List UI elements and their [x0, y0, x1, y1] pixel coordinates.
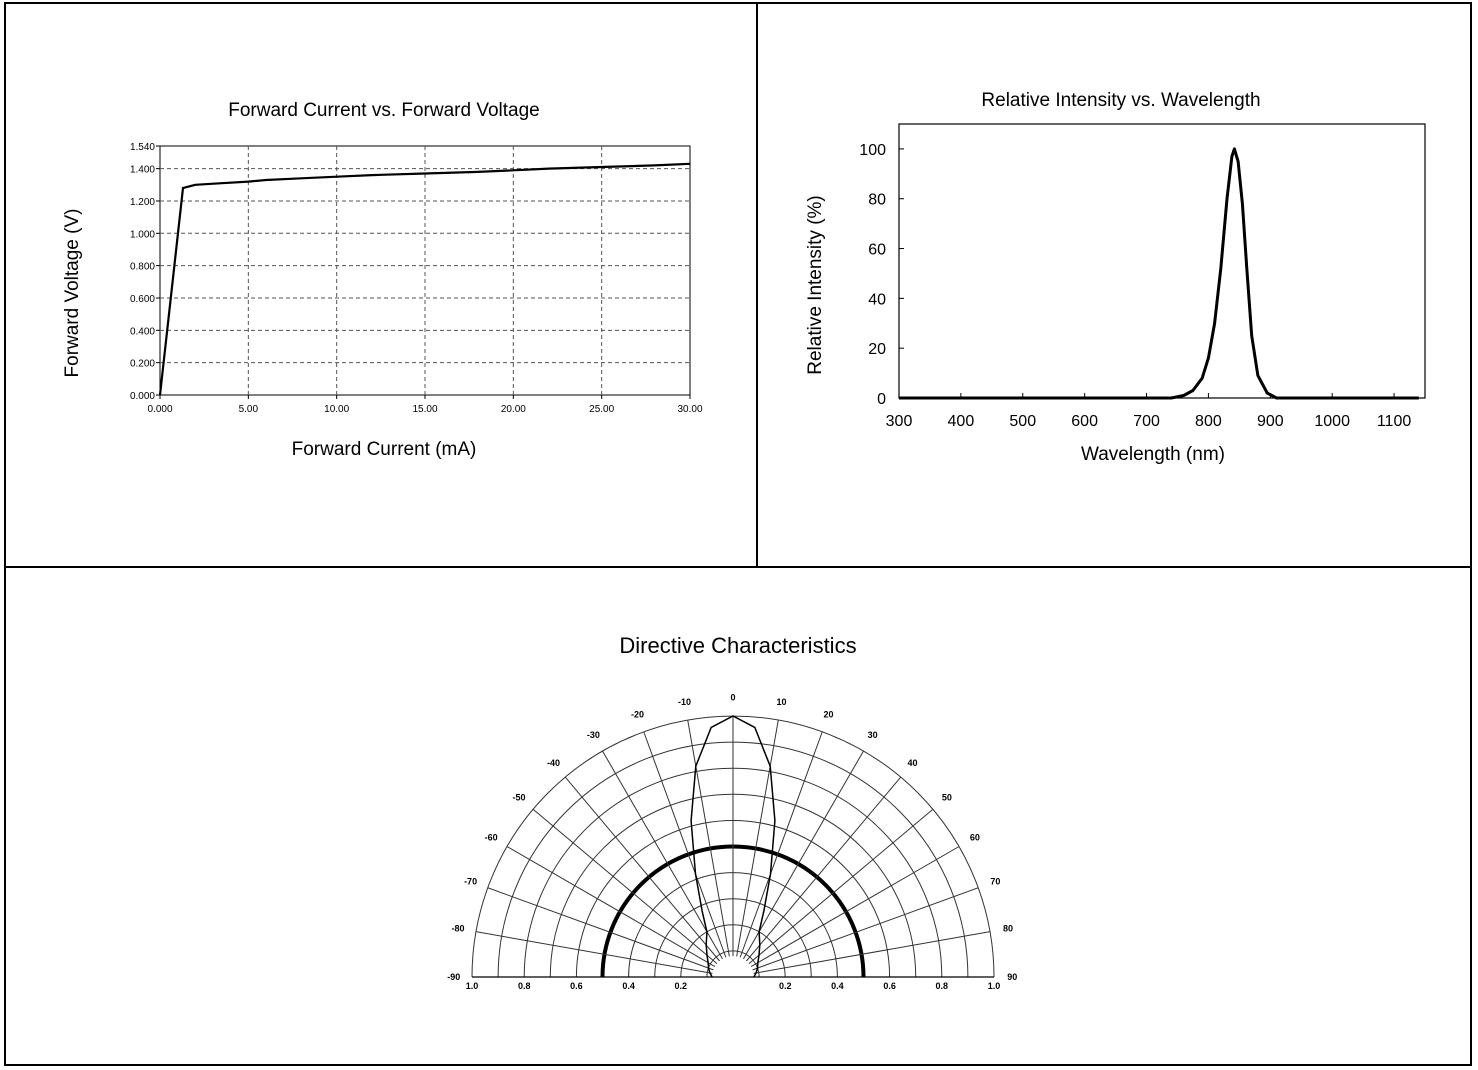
chart3-angle-label: -30: [587, 730, 600, 740]
chart2-x-tick-label: 1000: [1314, 413, 1350, 430]
chart3-spoke: [750, 846, 960, 967]
chart1-x-tick-label: 20.00: [501, 404, 526, 415]
chart1-x-tick-label: 25.00: [589, 404, 614, 415]
chart3-angle-label: 50: [942, 792, 952, 802]
chart1-y-tick-label: 1.400: [130, 165, 155, 176]
chart1-ylabel: Forward Voltage (V): [62, 209, 83, 378]
chart3-title: Directive Characteristics: [619, 633, 856, 658]
chart2-x-tick-label: 400: [948, 413, 975, 430]
chart3-angle-label: -90: [447, 972, 460, 982]
chart3-angle-label: 10: [776, 697, 786, 707]
chart3-angle-label: 30: [868, 730, 878, 740]
relative-intensity-wavelength-chart: Relative Intensity vs. Wavelength Wavele…: [805, 90, 1426, 465]
chart3-radial-label: 0.2: [675, 981, 688, 991]
chart3-angle-label: 90: [1007, 972, 1017, 982]
chart3-spoke: [532, 808, 718, 964]
chart3-spoke: [564, 776, 720, 962]
chart2-title: Relative Intensity vs. Wavelength: [981, 90, 1260, 111]
chart2-y-tick-label: 0: [877, 391, 886, 408]
chart3-spoke: [739, 731, 823, 958]
chart3-angle-label: -40: [547, 758, 560, 768]
chart1-series-line: [158, 162, 691, 396]
chart1-y-tick-label: 0.000: [130, 391, 155, 402]
chart3-angle-label: -20: [631, 710, 644, 720]
chart2-y-tick-label: 20: [868, 341, 886, 358]
chart3-spoke: [743, 750, 864, 960]
chart3-angle-label: -60: [485, 832, 498, 842]
chart3-spoke: [643, 731, 727, 958]
chart3-radial-label: 1.0: [466, 981, 479, 991]
chart1-x-tick-label: 0.000: [147, 404, 172, 415]
directive-characteristics-chart: Directive Characteristics -90 -80 -70 -60 -5…: [447, 633, 1017, 991]
chart1-x-tick-label: 5.00: [239, 404, 259, 415]
chart1-y-tick-label: 1.540: [130, 142, 155, 153]
chart3-spoke: [753, 931, 991, 974]
chart3-radial-label: 0.8: [518, 981, 531, 991]
chart3-radial-label: 0.4: [622, 981, 635, 991]
chart3-pattern-curve: [690, 715, 776, 978]
chart3-spoke: [475, 931, 713, 974]
chart3-spoke: [748, 808, 934, 964]
chart3-angle-label: -80: [451, 924, 464, 934]
chart3-spoke: [506, 846, 716, 967]
chart2-x-tick-label: 300: [886, 413, 913, 430]
outer-frame: [4, 2, 1472, 1066]
chart2-y-tick-label: 40: [868, 291, 886, 308]
chart3-spoke: [487, 887, 714, 971]
chart3-radial-label: 0.6: [883, 981, 896, 991]
chart2-x-tick-label: 500: [1009, 413, 1036, 430]
chart3-angle-label: 0: [730, 693, 735, 703]
chart2-y-tick-label: 100: [859, 142, 886, 159]
panel-divider-vertical: [756, 2, 758, 568]
chart2-x-tick-label: 700: [1133, 413, 1160, 430]
forward-current-voltage-chart: Forward Current vs. Forward Voltage Forw…: [62, 100, 703, 460]
chart3-spoke: [602, 750, 723, 960]
chart3-spoke: [746, 776, 902, 962]
chart3-radial-label: 0.2: [779, 981, 792, 991]
chart1-x-tick-label: 10.00: [324, 404, 349, 415]
chart2-x-tick-label: 1100: [1377, 413, 1412, 430]
chart2-plot-frame: [898, 123, 1426, 399]
chart2-series-line: [899, 147, 1419, 400]
chart2-y-tick-label: 60: [868, 242, 886, 259]
chart1-x-tick-label: 30.00: [677, 404, 702, 415]
chart2-x-tick-label: 600: [1071, 413, 1098, 430]
chart2-ylabel: Relative Intensity (%): [805, 195, 826, 375]
chart3-angle-label: 60: [970, 832, 980, 842]
chart3-angle-label: 70: [990, 876, 1000, 886]
chart3-radial-label: 0.4: [831, 981, 844, 991]
chart3-radial-label: 1.0: [988, 981, 1001, 991]
chart1-y-tick-label: 0.600: [130, 294, 155, 305]
chart3-angle-label: -70: [464, 876, 477, 886]
chart3-radial-label: 0.8: [936, 981, 949, 991]
chart1-xlabel: Forward Current (mA): [292, 439, 477, 460]
chart1-x-tick-label: 15.00: [412, 404, 437, 415]
chart3-angle-label: 80: [1003, 924, 1013, 934]
chart2-y-tick-label: 80: [868, 192, 886, 209]
chart3-spoke: [752, 887, 979, 971]
chart1-y-tick-label: 1.000: [130, 229, 155, 240]
chart2-xlabel: Wavelength (nm): [1081, 444, 1225, 465]
chart3-angle-label: 40: [908, 758, 918, 768]
chart3-spoke: [736, 719, 779, 957]
chart2-x-tick-label: 900: [1257, 413, 1284, 430]
chart1-y-tick-label: 1.200: [130, 197, 155, 208]
chart3-angle-label: -10: [678, 697, 691, 707]
chart1-y-tick-label: 0.200: [130, 359, 155, 370]
chart1-y-tick-label: 0.400: [130, 326, 155, 337]
chart1-title: Forward Current vs. Forward Voltage: [228, 100, 540, 121]
chart2-x-tick-label: 800: [1195, 413, 1222, 430]
chart1-y-tick-label: 0.800: [130, 262, 155, 273]
chart3-spoke: [687, 719, 730, 957]
chart3-radial-label: 0.6: [570, 981, 583, 991]
chart3-angle-label: 20: [824, 710, 834, 720]
panel-divider-horizontal: [4, 566, 1472, 568]
chart3-angle-label: -50: [513, 792, 526, 802]
